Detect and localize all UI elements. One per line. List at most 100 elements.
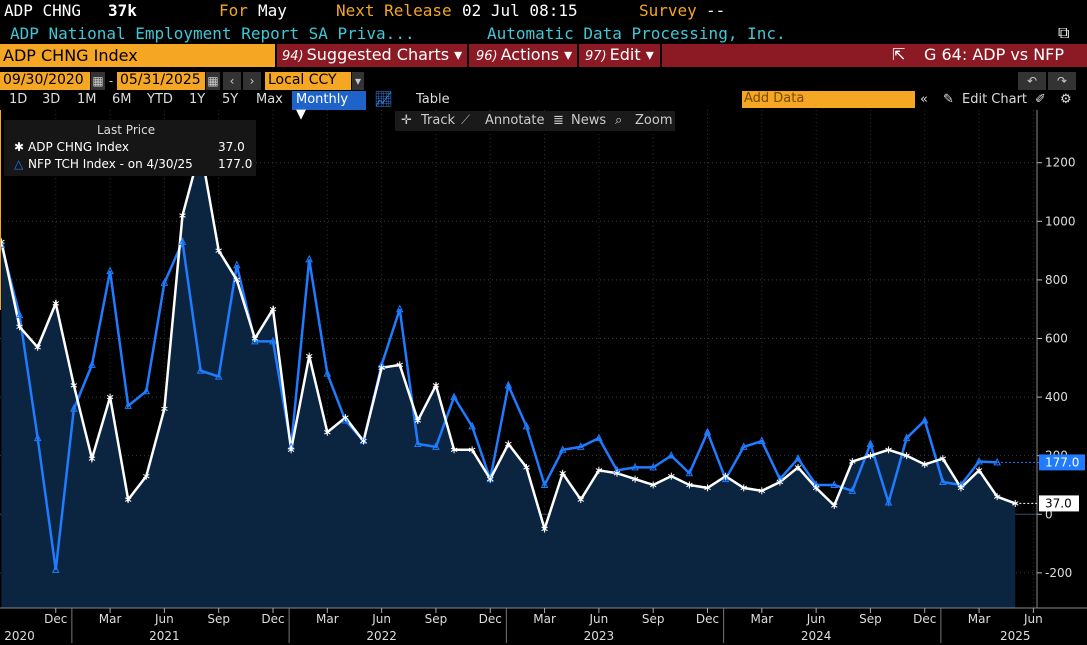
nfp-point: [558, 445, 567, 453]
adp-point: [885, 446, 892, 454]
table-button[interactable]: Table: [416, 92, 450, 107]
nfp-point: [504, 380, 513, 389]
suggested-charts-menu[interactable]: 94) Suggested Charts ▾: [282, 45, 463, 64]
redo-icon[interactable]: ↷: [1048, 72, 1076, 90]
chevron-right-icon[interactable]: ›: [243, 72, 261, 90]
adp-point: [378, 364, 385, 372]
range-1d[interactable]: 1D: [9, 92, 28, 107]
adp-point: [161, 405, 168, 413]
range-1m[interactable]: 1M: [77, 92, 97, 107]
track-button[interactable]: Track: [421, 113, 456, 128]
line-chart-icon[interactable]: 📈︎: [374, 90, 394, 108]
legend-label-nfp: NFP TCH Index - on 4/30/25: [28, 157, 193, 171]
news-icon: ≣: [553, 113, 564, 128]
chart-toolbar: ✛ Track ⟋ Annotate ≣ News ⌕ Zoom: [395, 111, 675, 131]
collapse-icon[interactable]: «: [920, 92, 928, 107]
nfp-point: [142, 386, 151, 395]
range-5y[interactable]: 5Y: [222, 92, 239, 107]
range-ytd[interactable]: YTD: [147, 92, 173, 107]
popout-icon[interactable]: ⧉: [1058, 23, 1070, 42]
crosshair-icon[interactable]: ✛: [401, 113, 412, 128]
x-tick-label: Dec: [696, 612, 719, 626]
end-date-input[interactable]: 05/31/2025: [117, 72, 205, 90]
nfp-point: [939, 477, 947, 486]
adp-point: [812, 484, 820, 492]
calendar-icon[interactable]: ▦: [206, 72, 220, 90]
edit-chart-button[interactable]: Edit Chart: [962, 92, 1028, 107]
nfp-point: [884, 497, 893, 506]
x-tick-label: Mar: [316, 612, 339, 626]
nfp-point: [631, 462, 639, 471]
nfp-point: [106, 266, 114, 275]
company-name: Automatic Data Processing, Inc.: [487, 24, 786, 43]
y-tick-label: 1200: [1045, 156, 1076, 170]
annotate-button[interactable]: Annotate: [485, 113, 545, 128]
nfp-point: [178, 237, 187, 245]
adp-point: [523, 463, 530, 471]
nfp-point: [794, 453, 802, 462]
line-chart[interactable]: -200020040060080010001200DecMarJunSepDec…: [0, 110, 1087, 645]
range-controls: 1D 3D 1M 6M YTD 1Y 5Y Max Monthly ▼ 📈︎ T…: [0, 90, 1087, 122]
pencil-icon[interactable]: ✎: [943, 92, 954, 107]
nfp-point: [993, 457, 1001, 466]
currency-select[interactable]: Local CCY: [265, 72, 351, 90]
adp-point: [849, 458, 856, 466]
edit-menu[interactable]: 97) Edit ▾: [585, 45, 654, 64]
svg-text:37.0: 37.0: [1045, 496, 1072, 510]
y-tick-label: 1000: [1045, 214, 1076, 228]
brush-icon[interactable]: ✐: [1035, 92, 1046, 107]
nfp-point: [160, 278, 169, 286]
range-3d[interactable]: 3D: [42, 92, 61, 107]
menu-separator: [660, 44, 662, 67]
nfp-point: [920, 415, 929, 424]
x-tick-label: Mar: [99, 612, 122, 626]
next-release-value: 02 Jul 08:15: [462, 1, 578, 20]
axes: -200020040060080010001200DecMarJunSepDec…: [0, 110, 1087, 643]
nfp-last-value-label: 177.0: [1039, 454, 1085, 471]
adp-point: [450, 446, 458, 454]
actions-menu[interactable]: 96) Actions ▾: [476, 45, 573, 64]
nfp-point: [595, 433, 603, 442]
adp-point: [287, 446, 295, 454]
undo-icon[interactable]: ↶: [1018, 72, 1046, 90]
series-markers: [0, 144, 1019, 573]
x-tick-label: Sep: [207, 612, 230, 626]
nfp-point: [703, 427, 712, 436]
news-button[interactable]: News: [571, 113, 607, 128]
chevron-down-icon[interactable]: ▾: [352, 72, 364, 90]
range-max[interactable]: Max: [256, 92, 283, 107]
x-tick-label: Dec: [479, 612, 502, 626]
menu-bar: ADP CHNG Index 94) Suggested Charts ▾ 96)…: [0, 44, 1087, 67]
nfp-point: [232, 260, 241, 269]
start-date-input[interactable]: 09/30/2020: [0, 72, 90, 90]
nfp-point: [214, 371, 223, 380]
frequency-select[interactable]: Monthly ▼: [292, 91, 366, 122]
zoom-button[interactable]: Zoom: [635, 113, 673, 128]
adp-point: [505, 440, 512, 448]
adp-point: [342, 414, 349, 422]
adp-point: [975, 466, 983, 474]
adp-point: [88, 455, 96, 463]
range-1y[interactable]: 1Y: [189, 92, 206, 107]
for-value: May: [258, 1, 287, 20]
nfp-point: [269, 336, 277, 345]
gear-icon[interactable]: ⚙: [1060, 92, 1072, 107]
nfp-point: [739, 442, 748, 450]
chevron-left-icon[interactable]: ‹: [223, 72, 241, 90]
export-icon[interactable]: ⇱: [892, 45, 906, 64]
security-input[interactable]: ADP CHNG Index: [0, 44, 275, 67]
legend: Last Price ✱ ADP CHNG Index 37.0 △ NFP T…: [4, 120, 256, 176]
nfp-point: [305, 254, 314, 263]
x-tick-label: Sep: [859, 612, 882, 626]
adp-point: [704, 484, 711, 492]
x-tick-label: Jun: [371, 612, 391, 626]
adp-point: [16, 323, 23, 331]
range-6m[interactable]: 6M: [112, 92, 132, 107]
menu-strip: [277, 44, 1087, 67]
year-label: 2020: [4, 629, 35, 643]
add-data-input[interactable]: Add Data: [742, 91, 915, 108]
adp-point: [143, 472, 150, 480]
adp-point: [360, 437, 367, 445]
adp-point: [215, 247, 222, 255]
calendar-icon[interactable]: ▦: [91, 72, 105, 90]
